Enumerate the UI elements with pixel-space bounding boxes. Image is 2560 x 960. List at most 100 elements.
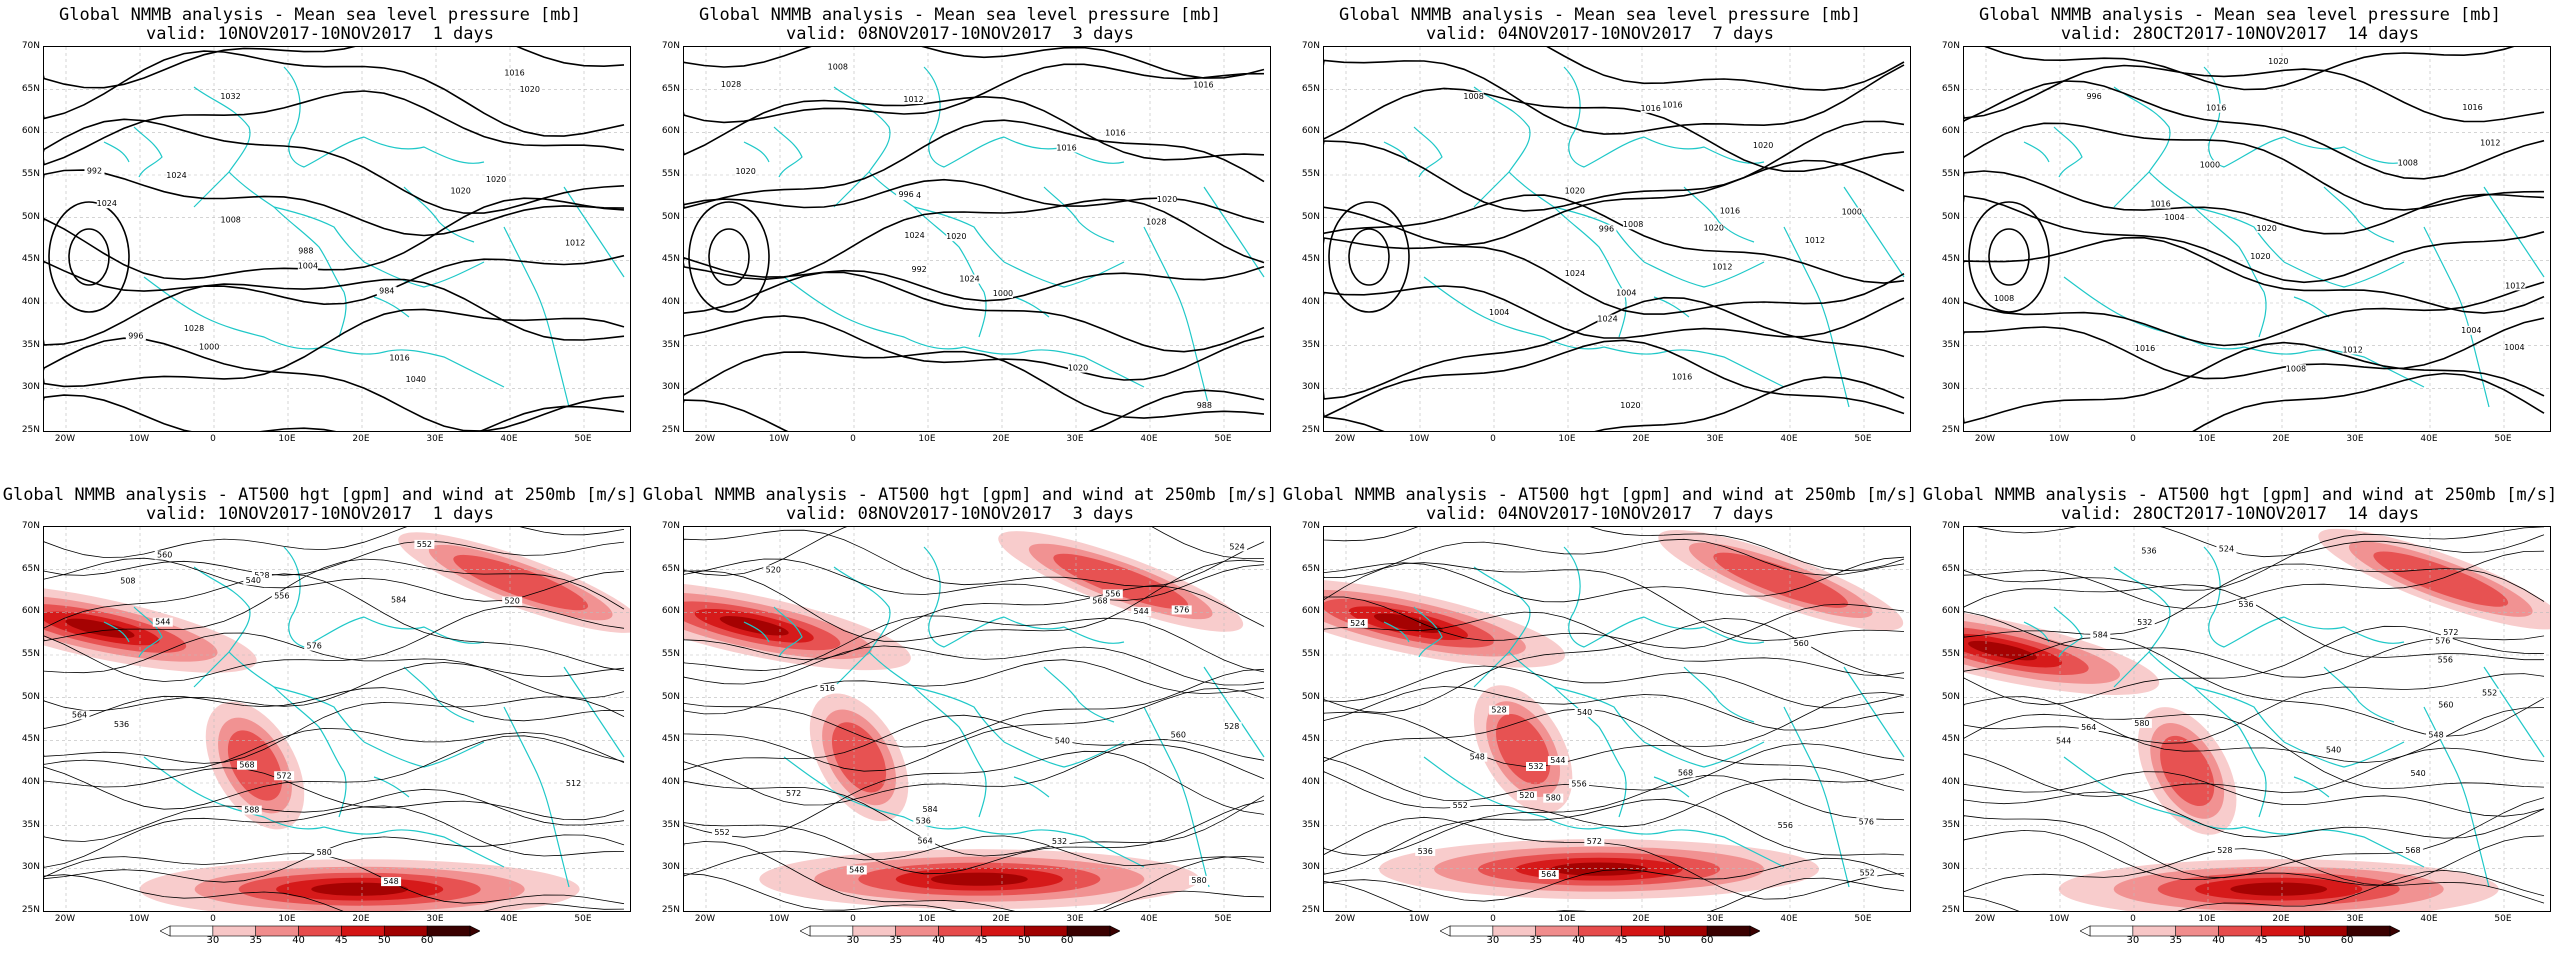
contour-label: 524 xyxy=(1350,619,1365,628)
lat-tick-label: 70N xyxy=(1301,521,1320,531)
isoline xyxy=(1324,692,1905,767)
contour-label-bg xyxy=(1804,235,1825,245)
isoline xyxy=(44,527,625,558)
contour-label-bg xyxy=(2435,700,2456,710)
contour-label-bg xyxy=(1791,639,1812,649)
isoline xyxy=(1324,743,1905,802)
contour-label-bg xyxy=(2135,344,2156,354)
contour-label-bg xyxy=(1516,791,1537,801)
coastline xyxy=(978,771,987,818)
isoline xyxy=(44,687,625,729)
contour-label-bg xyxy=(2235,599,2256,609)
lon-tick-label: 40E xyxy=(1780,434,1798,444)
contour-label-bg xyxy=(1489,308,1510,318)
contour-label-bg xyxy=(1450,801,1471,811)
contour-label-bg xyxy=(896,189,917,199)
contour-label: 572 xyxy=(786,789,801,798)
contour-label-bg xyxy=(721,80,742,90)
contour-label: 1024 xyxy=(959,275,979,284)
isoline xyxy=(684,615,1265,673)
lon-tick-label: 20E xyxy=(352,434,370,444)
contour-label: 1016 xyxy=(389,353,409,362)
coastline xyxy=(2258,771,2267,818)
colorbar-tick-label: 30 xyxy=(2126,935,2140,946)
contour-label: 992 xyxy=(87,167,102,176)
contour-label: 580 xyxy=(317,848,332,857)
colorbar-tick-label: 60 xyxy=(2340,935,2354,946)
colorbar-high-arrow xyxy=(469,925,481,937)
contour-label: 536 xyxy=(114,720,129,729)
map-canvas: 1012101610081004100099610201024102010161… xyxy=(1324,47,1910,431)
contour-label-bg xyxy=(2131,718,2152,728)
isoline xyxy=(684,315,1265,381)
isoline xyxy=(684,558,1265,602)
contour-label: 1016 xyxy=(1720,207,1740,216)
lon-tick-label: 40E xyxy=(1140,914,1158,924)
coastline xyxy=(2203,66,2285,168)
lat-tick-label: 30N xyxy=(1941,382,1960,393)
contour-label: 1028 xyxy=(1146,218,1166,227)
isoline xyxy=(1546,47,1905,91)
coastline xyxy=(1643,741,1765,768)
colorbar-tick-label: 30 xyxy=(206,935,220,946)
contour-label-bg xyxy=(69,710,90,720)
contour-label: 1016 xyxy=(1662,100,1682,109)
contour-label-bg xyxy=(563,779,584,789)
contour-label-bg xyxy=(1672,372,1693,382)
contour-label: 1012 xyxy=(2480,139,2500,148)
high-pressure-isoline xyxy=(1968,201,2050,313)
isoline xyxy=(1964,341,2545,424)
isoline xyxy=(1976,527,2545,558)
lat-tick-label: 50N xyxy=(21,211,40,222)
isoline xyxy=(1964,64,2545,123)
lat-tick-label: 55N xyxy=(1301,169,1320,179)
contour-label-bg xyxy=(1056,143,1077,153)
contour-label-bg xyxy=(2053,736,2074,746)
contour-label-bg xyxy=(251,571,272,581)
contour-label: 576 xyxy=(307,642,322,651)
contour-label-bg xyxy=(1157,195,1178,205)
contour-label: 584 xyxy=(922,805,937,814)
lon-tick-label: 50E xyxy=(2494,434,2512,444)
isoline xyxy=(44,573,625,672)
contour-label-bg xyxy=(241,805,262,815)
lat-tick-label: 60N xyxy=(661,606,680,617)
isoline xyxy=(1324,798,1905,875)
contour-label: 560 xyxy=(1171,731,1186,740)
lat-tick-label: 40N xyxy=(1941,777,1960,787)
isoline xyxy=(684,668,1265,748)
contour-label-bg xyxy=(389,353,410,363)
isoline xyxy=(44,50,625,137)
coastline xyxy=(1653,776,1690,798)
contour-label-bg xyxy=(2426,730,2447,740)
isoline xyxy=(1964,122,2545,211)
contour-label: 548 xyxy=(383,877,398,886)
contour-label-bg xyxy=(1489,705,1510,715)
lon-tick-label: 0 xyxy=(210,914,216,924)
coastline xyxy=(1013,776,1050,798)
lon-tick-label: 50E xyxy=(1854,914,1872,924)
panel-title: Global NMMB analysis - Mean sea level pr… xyxy=(59,5,581,25)
contour-label-bg xyxy=(1146,217,1167,227)
contour-label: 572 xyxy=(1587,837,1602,846)
lat-tick-label: 60N xyxy=(1941,606,1960,617)
isoline xyxy=(44,788,625,842)
map-area: 1016102010121008100410009969929881024102… xyxy=(683,46,1271,432)
contour-label: 1008 xyxy=(2398,159,2418,168)
isoline xyxy=(1324,87,1905,172)
lat-tick-label: 35N xyxy=(1301,339,1320,350)
lat-tick-label: 25N xyxy=(1301,425,1320,435)
map-canvas: 1040 1032 1028 1024 1020 1016 1012 1008 1004 1000… xyxy=(44,47,630,431)
coastline xyxy=(563,186,625,278)
contour-label-bg xyxy=(1194,401,1215,411)
contour-label: 1012 xyxy=(1712,262,1732,271)
lon-tick-label: 10W xyxy=(1408,434,1430,444)
contour-label-bg xyxy=(1068,363,1089,373)
isoline xyxy=(44,558,625,642)
lon-tick-label: 0 xyxy=(850,914,856,924)
isoline xyxy=(1324,376,1905,431)
lon-tick-label: 40E xyxy=(2420,914,2438,924)
lat-tick-label: 50N xyxy=(661,691,680,702)
lon-tick-label: 20E xyxy=(1632,914,1650,924)
colorbar-tick-label: 35 xyxy=(249,935,263,946)
